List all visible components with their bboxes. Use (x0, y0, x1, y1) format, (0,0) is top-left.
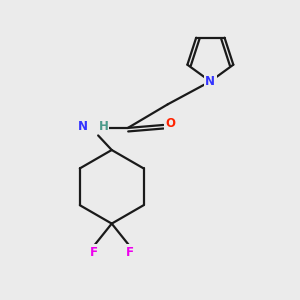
Text: N: N (206, 75, 215, 88)
Text: H: H (98, 120, 108, 133)
Text: N: N (78, 120, 88, 133)
Text: F: F (126, 246, 134, 259)
Text: F: F (89, 246, 98, 259)
Text: O: O (166, 117, 176, 130)
